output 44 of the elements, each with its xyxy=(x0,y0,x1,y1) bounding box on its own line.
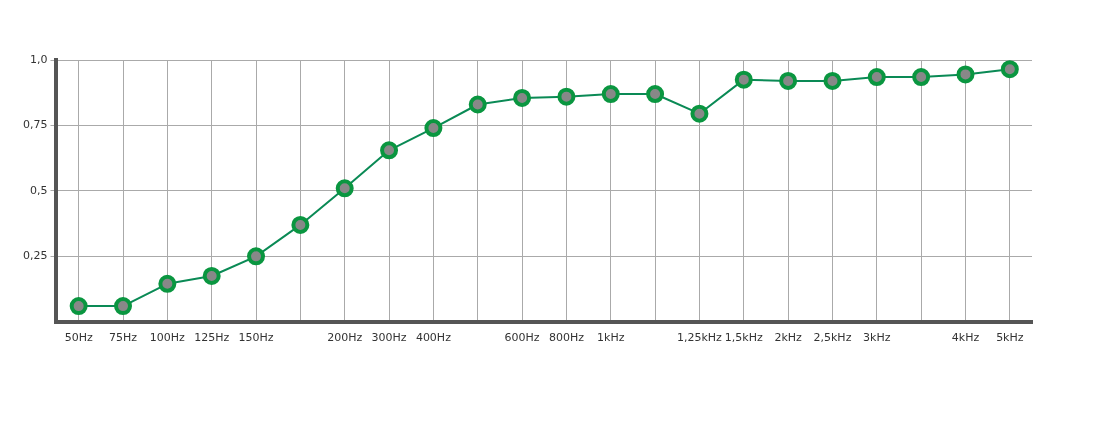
x-tick-label: 100Hz xyxy=(149,331,186,345)
y-tick-label: 0,5 xyxy=(29,183,48,197)
x-tick-label: 2kHz xyxy=(774,331,803,345)
point xyxy=(247,247,266,266)
point xyxy=(380,141,399,160)
point xyxy=(468,95,487,114)
x-tick-label: 300Hz xyxy=(371,331,407,345)
x-tick-label: 800Hz xyxy=(548,331,585,345)
point xyxy=(335,179,354,198)
point xyxy=(867,68,886,87)
x-tick-label: 5kHz xyxy=(996,331,1024,345)
point xyxy=(601,85,620,104)
point xyxy=(513,88,532,107)
point xyxy=(956,65,975,84)
x-tick-label: 50Hz xyxy=(64,331,93,345)
point xyxy=(69,297,88,316)
point xyxy=(202,266,221,285)
x-tick-label: 600Hz xyxy=(504,331,540,345)
y-tick-label: 1,0 xyxy=(29,52,48,66)
point xyxy=(291,215,310,234)
point xyxy=(1000,60,1019,79)
x-tick-label: 4kHz xyxy=(951,331,980,345)
point xyxy=(779,71,798,90)
x-tick-label: 1,25kHz xyxy=(676,331,723,345)
x-tick-label: 75Hz xyxy=(108,331,138,345)
point xyxy=(912,68,931,87)
y-tick-label: 0,75 xyxy=(22,118,48,132)
y-tick-label: 0,25 xyxy=(22,249,48,263)
x-tick-label: 3kHz xyxy=(863,331,891,345)
point xyxy=(690,104,709,123)
point xyxy=(114,297,132,316)
point xyxy=(734,70,753,89)
x-tick-label: 2,5kHz xyxy=(813,331,852,345)
x-tick-label: 1kHz xyxy=(597,331,625,345)
x-tick-label: 400Hz xyxy=(415,331,452,345)
x-tick-label: 200Hz xyxy=(327,331,363,345)
point xyxy=(424,119,443,138)
x-tick-label: 125Hz xyxy=(194,331,230,345)
point xyxy=(557,87,576,106)
x-tick-label: 1,5kHz xyxy=(724,331,763,345)
point xyxy=(823,71,842,90)
x-tick-label: 150Hz xyxy=(238,331,274,345)
point xyxy=(158,274,177,293)
point xyxy=(646,85,665,104)
